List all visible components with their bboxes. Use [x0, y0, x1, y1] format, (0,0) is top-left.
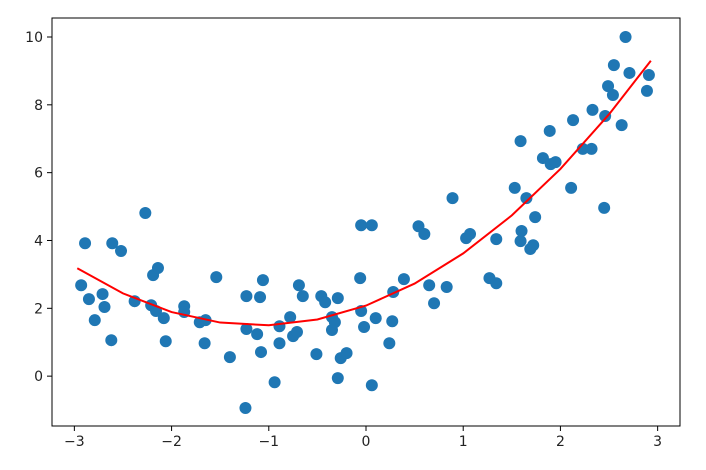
scatter-point — [310, 348, 323, 361]
scatter-point — [157, 312, 170, 325]
scatter-point — [386, 315, 399, 328]
scatter-point — [365, 379, 378, 392]
x-tick-label: −2 — [161, 434, 182, 450]
scatter-point — [240, 290, 253, 303]
scatter-point — [98, 300, 111, 313]
scatter-point — [549, 156, 562, 169]
scatter-point — [284, 311, 297, 324]
scatter-point — [273, 337, 286, 350]
scatter-point — [251, 328, 264, 341]
scatter-point — [292, 279, 305, 292]
scatter-point — [642, 68, 655, 81]
scatter-point — [440, 280, 453, 293]
scatter-point — [490, 233, 503, 246]
scatter-point — [514, 135, 527, 148]
scatter-point — [256, 274, 269, 287]
x-tick-label: 2 — [556, 434, 565, 450]
scatter-point — [585, 142, 598, 155]
scatter-point — [328, 316, 341, 329]
y-tick-label: 4 — [34, 233, 43, 249]
scatter-point — [254, 291, 267, 304]
x-tick-label: 1 — [459, 434, 468, 450]
x-tick-label: −3 — [64, 434, 85, 450]
scatter-point — [331, 292, 344, 305]
scatter-point — [508, 181, 521, 194]
scatter-point — [319, 296, 332, 309]
scatter-point — [255, 346, 268, 359]
x-tick-label: 3 — [653, 434, 662, 450]
scatter-point — [331, 372, 344, 385]
scatter-point — [75, 279, 88, 292]
y-tick-label: 6 — [34, 166, 43, 182]
scatter-point — [151, 261, 164, 274]
scatter-point — [96, 288, 109, 301]
scatter-point — [369, 312, 382, 325]
scatter-point — [79, 237, 92, 250]
y-tick-label: 2 — [34, 301, 43, 317]
scatter-point — [268, 376, 281, 389]
y-tick-label: 10 — [25, 30, 43, 46]
scatter-point — [607, 59, 620, 72]
scatter-point — [615, 119, 628, 132]
scatter-point — [365, 219, 378, 232]
x-tick-label: 0 — [362, 434, 371, 450]
scatter-point — [598, 201, 611, 214]
plot-frame — [51, 17, 681, 427]
scatter-point — [623, 66, 636, 79]
scatter-point — [423, 279, 436, 292]
y-tick-label: 8 — [34, 98, 43, 114]
scatter-point — [106, 237, 119, 250]
scatter-point — [520, 192, 533, 205]
scatter-point — [383, 337, 396, 350]
scatter-point — [543, 124, 556, 137]
scatter-point — [446, 192, 459, 205]
scatter-point — [358, 320, 371, 333]
scatter-point — [515, 224, 528, 237]
scatter-point — [198, 337, 211, 350]
scatter-point — [223, 351, 236, 364]
scatter-point — [340, 347, 353, 360]
scatter-point — [606, 88, 619, 101]
scatter-point — [88, 314, 101, 327]
scatter-point — [490, 277, 503, 290]
scatter-point — [586, 103, 599, 116]
scatter-point — [428, 297, 441, 310]
scatter-point — [139, 207, 152, 220]
scatter-point — [464, 228, 477, 241]
scatter-point — [159, 335, 172, 348]
scatter-point — [527, 239, 540, 252]
scatter-point — [296, 290, 309, 303]
scatter-point — [115, 244, 128, 257]
fit-line — [76, 60, 652, 327]
scatter-point — [640, 84, 653, 97]
scatter-point — [240, 323, 253, 336]
scatter-point — [514, 235, 527, 248]
scatter-point — [239, 402, 252, 415]
x-tick-label: −1 — [258, 434, 279, 450]
scatter-point — [397, 273, 410, 286]
scatter-point — [565, 181, 578, 194]
scatter-point — [529, 211, 542, 224]
y-tick-label: 0 — [34, 369, 43, 385]
scatter-point — [290, 326, 303, 339]
scatter-point — [210, 271, 223, 284]
scatter-point — [619, 30, 632, 43]
scatter-point — [354, 272, 367, 285]
scatter-point — [602, 80, 615, 93]
scatter-point — [105, 334, 118, 347]
scatter-point — [567, 114, 580, 127]
scatter-point — [418, 228, 431, 241]
scatter-point — [355, 219, 368, 232]
scatter-point — [82, 293, 95, 306]
scatter-point — [273, 320, 286, 333]
scatter-point — [599, 110, 612, 123]
